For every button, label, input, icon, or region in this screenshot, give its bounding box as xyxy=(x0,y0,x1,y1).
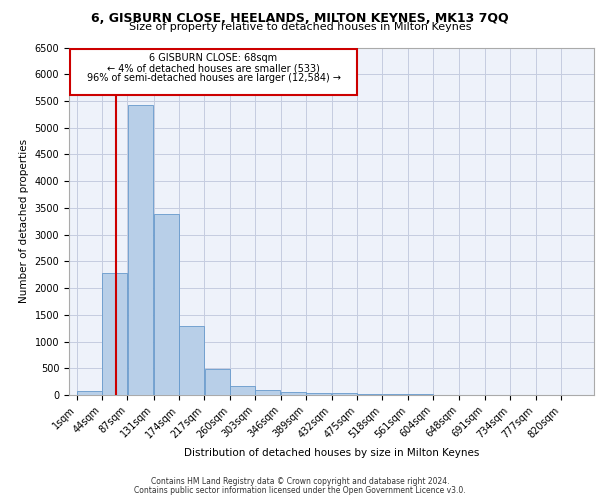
Bar xyxy=(357,394,382,395)
Bar xyxy=(102,273,127,395)
Bar xyxy=(205,369,230,395)
Text: Contains public sector information licensed under the Open Government Licence v3: Contains public sector information licen… xyxy=(134,486,466,495)
Bar xyxy=(408,394,433,395)
Bar xyxy=(281,392,306,395)
Bar xyxy=(179,326,204,395)
X-axis label: Distribution of detached houses by size in Milton Keynes: Distribution of detached houses by size … xyxy=(184,448,479,458)
Bar xyxy=(383,394,407,395)
Bar xyxy=(230,386,255,395)
Text: Contains HM Land Registry data © Crown copyright and database right 2024.: Contains HM Land Registry data © Crown c… xyxy=(151,478,449,486)
Bar xyxy=(77,391,102,395)
Text: Size of property relative to detached houses in Milton Keynes: Size of property relative to detached ho… xyxy=(129,22,471,32)
Bar xyxy=(332,393,356,395)
Text: 6, GISBURN CLOSE, HEELANDS, MILTON KEYNES, MK13 7QQ: 6, GISBURN CLOSE, HEELANDS, MILTON KEYNE… xyxy=(91,12,509,26)
Text: ← 4% of detached houses are smaller (533): ← 4% of detached houses are smaller (533… xyxy=(107,63,320,73)
Bar xyxy=(154,214,179,395)
Text: 6 GISBURN CLOSE: 68sqm: 6 GISBURN CLOSE: 68sqm xyxy=(149,53,278,63)
Y-axis label: Number of detached properties: Number of detached properties xyxy=(19,139,29,304)
Bar xyxy=(307,392,331,395)
Bar xyxy=(256,390,280,395)
Text: 96% of semi-detached houses are larger (12,584) →: 96% of semi-detached houses are larger (… xyxy=(86,73,341,83)
Bar xyxy=(128,105,152,395)
FancyBboxPatch shape xyxy=(70,48,357,94)
